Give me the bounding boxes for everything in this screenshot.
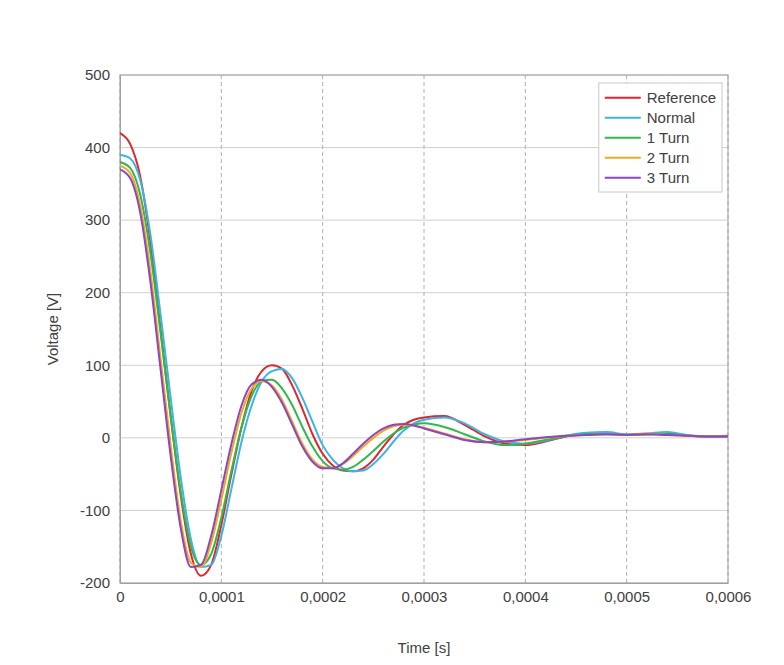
grid bbox=[120, 75, 728, 583]
tick-label: -200 bbox=[80, 574, 110, 591]
tick: 100 bbox=[85, 357, 120, 374]
tick-label: 500 bbox=[85, 66, 110, 83]
axis-line bbox=[121, 583, 729, 584]
tick: 0,0005 bbox=[604, 583, 650, 605]
tick: 0,0002 bbox=[300, 583, 346, 605]
legend-label: 2 Turn bbox=[647, 149, 690, 166]
legend-label: 1 Turn bbox=[647, 129, 690, 146]
legend-item: Normal bbox=[605, 109, 695, 126]
plot: 0 0,0001 0,0002 0,0003 0,0004 0,0005 0,0006 -20… bbox=[80, 66, 751, 604]
series-line bbox=[120, 155, 728, 567]
series-line bbox=[120, 166, 728, 567]
y-axis-title: Voltage [V] bbox=[44, 293, 61, 366]
tick-label: 300 bbox=[85, 211, 110, 228]
chart: 0 0,0001 0,0002 0,0003 0,0004 0,0005 0,0006 -20… bbox=[0, 0, 784, 665]
tick: -100 bbox=[80, 502, 120, 519]
plot-frame bbox=[120, 75, 728, 583]
legend: Reference Normal 1 Turn 2 Turn 3 Turn bbox=[599, 83, 722, 192]
tick: 500 bbox=[85, 66, 120, 83]
tick: 0,0001 bbox=[199, 583, 245, 605]
grid-line-x bbox=[424, 75, 425, 583]
tick: 0 bbox=[102, 429, 120, 446]
legend-swatch bbox=[605, 137, 641, 139]
legend-item: Reference bbox=[605, 89, 716, 106]
legend-swatch bbox=[605, 117, 641, 119]
tick: 200 bbox=[85, 284, 120, 301]
tick-label: 0,0004 bbox=[503, 588, 549, 605]
tick-label: 0 bbox=[102, 429, 110, 446]
series-line bbox=[120, 162, 728, 565]
y-axis: -200 -100 0 100 200 300 400 500 bbox=[80, 66, 121, 591]
tick-label: 0,0002 bbox=[300, 588, 346, 605]
legend-label: Reference bbox=[647, 89, 716, 106]
tick-label: -100 bbox=[80, 502, 110, 519]
grid-line-x bbox=[525, 75, 526, 583]
legend-box bbox=[599, 83, 722, 192]
tick-label: 400 bbox=[85, 139, 110, 156]
tick: 0 bbox=[116, 583, 124, 605]
grid-line-y bbox=[120, 220, 728, 221]
legend-swatch bbox=[605, 97, 641, 99]
legend-label: Normal bbox=[647, 109, 695, 126]
tick: 400 bbox=[85, 139, 120, 156]
tick-label: 100 bbox=[85, 357, 110, 374]
series-line bbox=[120, 133, 728, 576]
tick-label: 0,0005 bbox=[604, 588, 650, 605]
tick-label: 0,0001 bbox=[199, 588, 245, 605]
lines bbox=[120, 133, 728, 576]
tick-label: 0,0003 bbox=[402, 588, 448, 605]
tick-label: 200 bbox=[85, 284, 110, 301]
series-line bbox=[120, 169, 728, 567]
legend-item: 2 Turn bbox=[605, 149, 690, 166]
grid-line-x bbox=[221, 75, 222, 583]
legend-item: 3 Turn bbox=[605, 169, 690, 186]
legend-swatch bbox=[605, 177, 641, 179]
tick: 0,0006 bbox=[706, 583, 752, 605]
grid-line-x bbox=[322, 75, 323, 583]
legend-label: 3 Turn bbox=[647, 169, 690, 186]
tick: 0,0003 bbox=[402, 583, 448, 605]
tick: 300 bbox=[85, 211, 120, 228]
legend-swatch bbox=[605, 157, 641, 159]
x-axis-title: Time [s] bbox=[398, 639, 451, 656]
tick: -200 bbox=[80, 574, 120, 591]
legend-item: 1 Turn bbox=[605, 129, 690, 146]
x-axis: 0 0,0001 0,0002 0,0003 0,0004 0,0005 0,0006 bbox=[116, 583, 751, 605]
axis-line bbox=[120, 76, 121, 584]
grid-line-y bbox=[120, 437, 728, 438]
tick-label: 0,0006 bbox=[706, 588, 752, 605]
tick-label: 0 bbox=[116, 588, 124, 605]
tick: 0,0004 bbox=[503, 583, 549, 605]
